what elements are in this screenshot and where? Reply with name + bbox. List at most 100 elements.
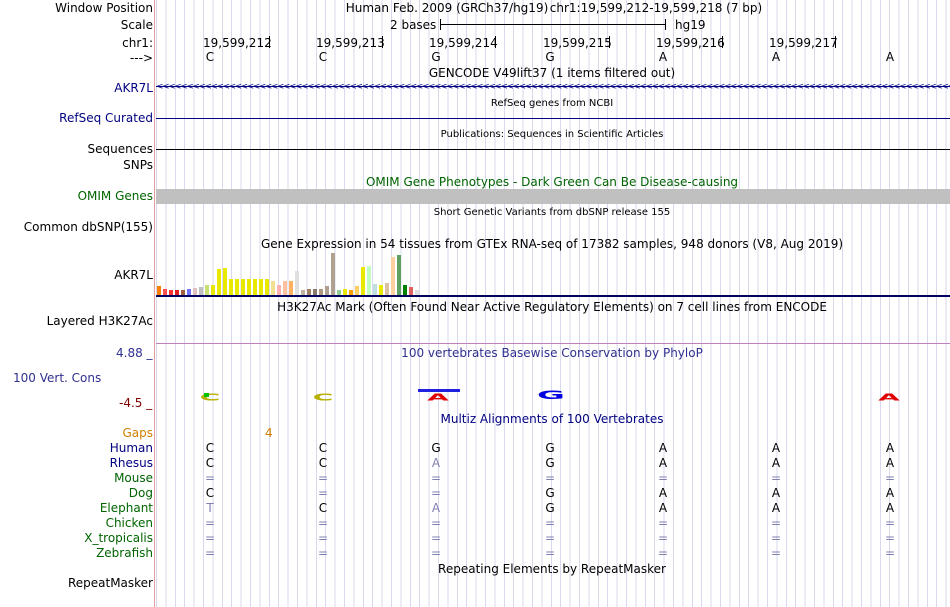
refseq-label[interactable]: RefSeq Curated	[59, 111, 153, 125]
species-label[interactable]: Mouse	[114, 471, 153, 485]
h3k27ac-label[interactable]: Layered H3K27Ac	[46, 314, 153, 328]
gtex-tissue-bar[interactable]	[157, 286, 161, 295]
gtex-tissue-bar[interactable]	[361, 267, 365, 295]
coord-tick	[382, 36, 383, 48]
gtex-tissue-bar[interactable]	[367, 266, 371, 295]
gtex-tissue-bar[interactable]	[277, 285, 281, 295]
gtex-tissue-bar[interactable]	[307, 289, 311, 295]
coord-tick	[722, 36, 723, 48]
repeatmasker-title: Repeating Elements by RepeatMasker	[438, 562, 666, 576]
gtex-tissue-bar[interactable]	[283, 281, 287, 295]
gtex-tissue-bar[interactable]	[187, 289, 191, 295]
gtex-tissue-bar[interactable]	[301, 290, 305, 295]
species-label[interactable]: Elephant	[99, 501, 153, 515]
gtex-tissue-bar[interactable]	[217, 269, 221, 295]
repeatmasker-label[interactable]: RepeatMasker	[67, 576, 153, 590]
gtex-tissue-bar[interactable]	[205, 285, 209, 295]
gtex-tissue-bar[interactable]	[199, 287, 203, 295]
gtex-tissue-bar[interactable]	[271, 281, 275, 295]
gtex-tissue-bar[interactable]	[295, 271, 299, 295]
window-position-label[interactable]: Window Position	[55, 1, 153, 15]
gtex-tissue-bar[interactable]	[235, 279, 239, 295]
gtex-tissue-bar[interactable]	[241, 279, 245, 295]
refseq-gene-line[interactable]	[156, 118, 950, 119]
strand-label: --->	[129, 51, 153, 65]
gtex-tissue-bar[interactable]	[169, 290, 173, 295]
gtex-tissue-bar[interactable]	[193, 288, 197, 295]
snps-label[interactable]: SNPs	[123, 158, 153, 172]
gtex-tissue-bar[interactable]	[409, 287, 413, 295]
species-label[interactable]: Dog	[128, 486, 153, 500]
scale-label[interactable]: Scale	[120, 18, 153, 32]
species-label[interactable]: X_tropicalis	[84, 531, 153, 545]
omim-bar[interactable]	[156, 189, 950, 204]
ref-base: A	[885, 50, 895, 64]
alignment-base: A	[431, 501, 441, 515]
gtex-tissue-bar[interactable]	[319, 289, 323, 295]
alignment-base: C	[205, 486, 215, 500]
alignment-base: G	[545, 441, 555, 455]
gtex-tissue-bar[interactable]	[223, 268, 227, 295]
h3k27ac-baseline	[156, 343, 950, 344]
chrom-label[interactable]: chr1:	[122, 36, 153, 50]
dbsnp-label[interactable]: Common dbSNP(155)	[23, 220, 153, 234]
alignment-base: G	[545, 486, 555, 500]
gtex-tissue-bar[interactable]	[265, 279, 269, 295]
gtex-tissue-bar[interactable]	[175, 290, 179, 295]
gtex-tissue-bar[interactable]	[253, 279, 257, 295]
alignment-base: =	[884, 471, 896, 485]
gtex-label[interactable]: AKR7L	[114, 268, 153, 282]
gtex-tissue-bar[interactable]	[331, 253, 335, 295]
gtex-tissue-bar[interactable]	[313, 289, 317, 295]
gtex-tissue-bar[interactable]	[325, 286, 329, 295]
gtex-tissue-bar[interactable]	[415, 290, 419, 295]
publications-line[interactable]	[156, 149, 950, 150]
coord-6: 19,599,217	[769, 36, 838, 50]
alignment-base: A	[771, 486, 781, 500]
alignment-base: A	[658, 501, 668, 515]
gtex-tissue-bar[interactable]	[247, 279, 251, 295]
gtex-tissue-bar[interactable]	[289, 281, 293, 295]
gtex-tissue-bar[interactable]	[391, 257, 395, 295]
gtex-tissue-bar[interactable]	[229, 279, 233, 295]
gtex-tissue-bar[interactable]	[403, 285, 407, 295]
gencode-gene-line[interactable]	[156, 86, 950, 87]
gtex-tissue-bar[interactable]	[349, 290, 353, 295]
alignment-base: =	[317, 531, 329, 545]
gtex-tissue-bar[interactable]	[337, 290, 341, 295]
alignment-base: =	[317, 486, 329, 500]
species-label[interactable]: Zebrafish	[96, 546, 153, 560]
coord-3: 19,599,214	[429, 36, 498, 50]
publications-title: Publications: Sequences in Scientific Ar…	[440, 129, 664, 140]
phylop-label[interactable]: 100 Vert. Cons	[13, 371, 102, 385]
gtex-tissue-bar[interactable]	[379, 285, 383, 295]
alignment-base: =	[770, 471, 782, 485]
omim-title: OMIM Gene Phenotypes - Dark Green Can Be…	[365, 175, 739, 189]
assembly-text: Human Feb. 2009 (GRCh37/hg19)	[345, 1, 549, 15]
alignment-base: =	[544, 471, 556, 485]
gaps-label[interactable]: Gaps	[122, 426, 153, 440]
alignment-base: =	[430, 546, 442, 560]
omim-label[interactable]: OMIM Genes	[77, 189, 153, 203]
position-text: chr1:19,599,212-19,599,218 (7 bp)	[549, 1, 763, 15]
species-label[interactable]: Rhesus	[109, 456, 153, 470]
gtex-baseline	[156, 295, 950, 297]
refseq-title: RefSeq genes from NCBI	[490, 98, 614, 109]
coord-tick	[495, 36, 496, 48]
alignment-base: A	[771, 441, 781, 455]
gtex-tissue-bar[interactable]	[343, 289, 347, 295]
gtex-tissue-bar[interactable]	[355, 286, 359, 295]
gtex-tissue-bar[interactable]	[373, 284, 377, 295]
gtex-tissue-bar[interactable]	[163, 289, 167, 295]
gtex-tissue-bar[interactable]	[211, 285, 215, 295]
species-label[interactable]: Human	[109, 441, 153, 455]
gtex-tissue-bar[interactable]	[181, 290, 185, 295]
gencode-gene-label[interactable]: AKR7L	[114, 81, 153, 95]
species-label[interactable]: Chicken	[105, 516, 153, 530]
conservation-logo-c: C	[199, 391, 221, 403]
gtex-tissue-bar[interactable]	[397, 255, 401, 295]
publications-label[interactable]: Sequences	[87, 142, 153, 156]
multiz-title: Multiz Alignments of 100 Vertebrates	[440, 412, 664, 426]
gtex-tissue-bar[interactable]	[259, 279, 263, 295]
gtex-tissue-bar[interactable]	[385, 283, 389, 295]
